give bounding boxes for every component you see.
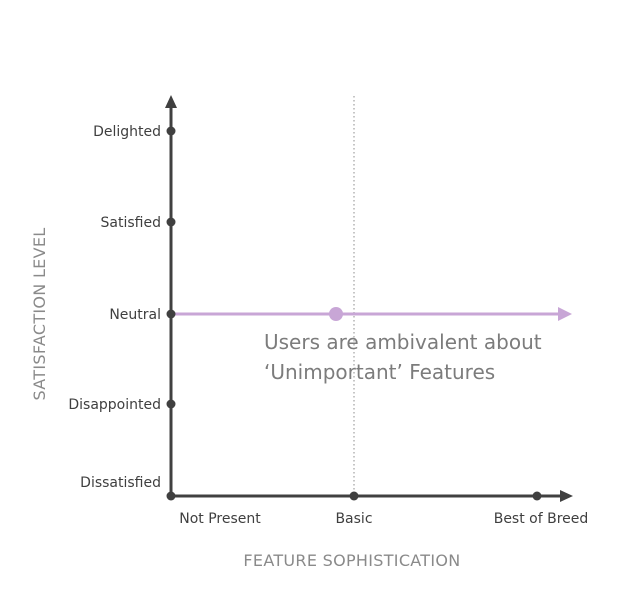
annotation-line-2: ‘Unimportant’ Features: [264, 360, 495, 384]
x-axis-title: FEATURE SOPHISTICATION: [243, 551, 460, 570]
y-label-satisfied: Satisfied: [101, 215, 161, 231]
indifferent-feature-arrow: [558, 307, 572, 321]
indifferent-feature-point: [329, 307, 343, 321]
y-tick-neutral: [166, 309, 176, 319]
y-tick-delighted: [166, 126, 176, 136]
origin-point: [166, 491, 176, 501]
x-tick-basic: [349, 491, 359, 501]
y-axis-arrow: [165, 95, 177, 108]
y-label-delighted: Delighted: [93, 124, 161, 140]
y-tick-disappointed: [166, 399, 176, 409]
y-label-disappointed: Disappointed: [68, 397, 161, 413]
y-label-dissatisfied: Dissatisfied: [80, 475, 161, 491]
x-tick-best-of-breed: [532, 491, 542, 501]
x-label-basic: Basic: [335, 511, 372, 527]
x-label-not-present: Not Present: [179, 511, 261, 527]
y-tick-satisfied: [166, 217, 176, 227]
annotation-line-1: Users are ambivalent about: [264, 330, 542, 354]
y-axis-title: SATISFACTION LEVEL: [30, 228, 49, 401]
y-label-neutral: Neutral: [109, 307, 161, 323]
x-label-best-of-breed: Best of Breed: [494, 511, 589, 527]
x-axis-arrow: [560, 490, 573, 502]
